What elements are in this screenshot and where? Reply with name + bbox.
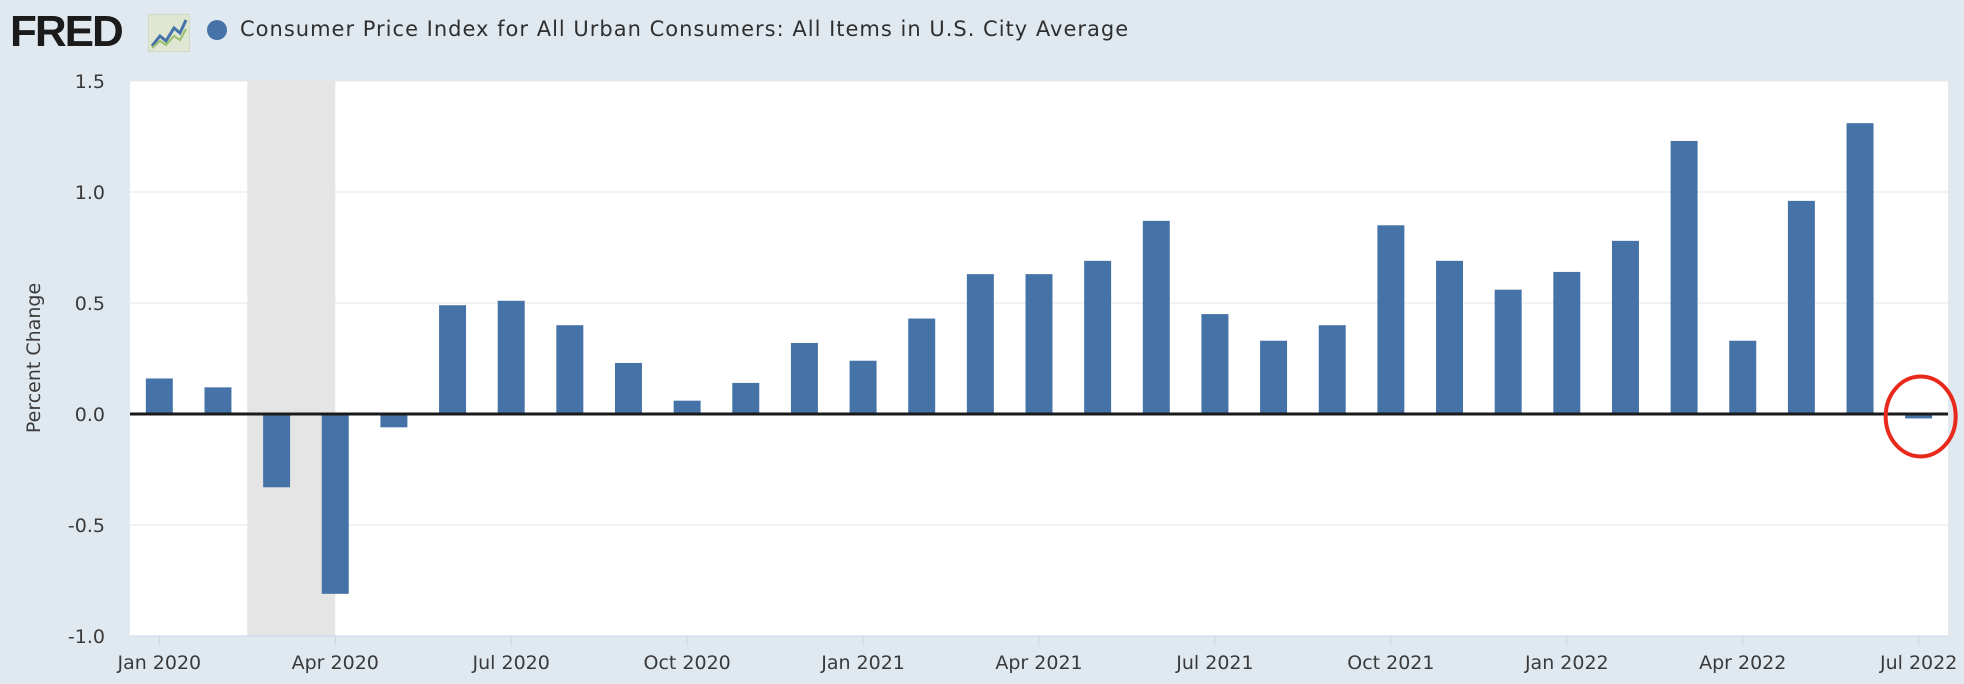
bar-sep-2021[interactable]: [1318, 325, 1346, 414]
bar-feb-2020[interactable]: [204, 387, 232, 414]
bar-feb-2022[interactable]: [1611, 240, 1639, 414]
legend-series-marker: [207, 20, 227, 40]
x-tick-label: Jul 2020: [472, 652, 550, 674]
bar-may-2022[interactable]: [1787, 200, 1815, 414]
x-tick-label: Jul 2021: [1175, 652, 1253, 674]
fred-logo[interactable]: FRED: [10, 7, 124, 56]
y-tick-label: -0.5: [68, 515, 105, 537]
bar-mar-2020[interactable]: [263, 414, 291, 488]
recession-shading: [247, 81, 336, 636]
bar-jun-2021[interactable]: [1142, 220, 1170, 414]
y-tick-label: 1.5: [75, 71, 105, 93]
y-tick-label: 0.5: [75, 293, 105, 315]
bar-jun-2020[interactable]: [439, 305, 467, 414]
highlight-circle: [1883, 374, 1958, 459]
bar-jun-2022[interactable]: [1846, 123, 1874, 415]
bar-dec-2020[interactable]: [790, 342, 818, 414]
x-tick-label: Apr 2022: [1699, 652, 1786, 674]
y-tick-label: 0.0: [75, 404, 105, 426]
bar-jan-2021[interactable]: [849, 360, 877, 414]
bar-sep-2020[interactable]: [614, 362, 642, 414]
x-tick-label: Apr 2021: [995, 652, 1082, 674]
bar-apr-2021[interactable]: [1025, 274, 1053, 414]
x-tick-label: Jan 2022: [1524, 652, 1609, 674]
bar-jul-2020[interactable]: [497, 300, 525, 414]
chart-header: FRED Consumer Price Index for All Urban …: [0, 0, 1964, 64]
x-tick-label: Oct 2021: [1347, 652, 1434, 674]
y-tick-label: -1.0: [68, 626, 105, 648]
x-tick-label: Jan 2020: [116, 652, 201, 674]
x-tick-label: Apr 2020: [292, 652, 379, 674]
bar-apr-2022[interactable]: [1729, 340, 1757, 414]
bar-apr-2020[interactable]: [321, 414, 349, 594]
bar-may-2021[interactable]: [1084, 260, 1112, 414]
bar-mar-2021[interactable]: [966, 274, 994, 414]
bar-oct-2021[interactable]: [1377, 225, 1405, 414]
x-tick-label: Jan 2021: [820, 652, 905, 674]
bar-nov-2020[interactable]: [732, 382, 760, 414]
x-tick-label: Jul 2022: [1879, 652, 1957, 674]
x-tick-label: Oct 2020: [644, 652, 731, 674]
bar-jul-2021[interactable]: [1201, 314, 1229, 414]
bar-nov-2021[interactable]: [1436, 260, 1464, 414]
bar-dec-2021[interactable]: [1494, 289, 1522, 414]
bar-jan-2020[interactable]: [145, 378, 173, 414]
fred-chart-line-icon: [148, 14, 190, 52]
bar-feb-2021[interactable]: [908, 318, 936, 414]
bar-mar-2022[interactable]: [1670, 140, 1698, 414]
y-axis-label: Percent Change: [23, 283, 45, 433]
bar-may-2020[interactable]: [380, 414, 408, 428]
chart-title: Consumer Price Index for All Urban Consu…: [240, 17, 1130, 41]
bar-aug-2021[interactable]: [1260, 340, 1288, 414]
bar-aug-2020[interactable]: [556, 325, 584, 414]
y-tick-label: 1.0: [75, 182, 105, 204]
bar-jan-2022[interactable]: [1553, 271, 1581, 414]
bar-jul-2022[interactable]: [1905, 414, 1933, 419]
bar-oct-2020[interactable]: [673, 400, 701, 414]
